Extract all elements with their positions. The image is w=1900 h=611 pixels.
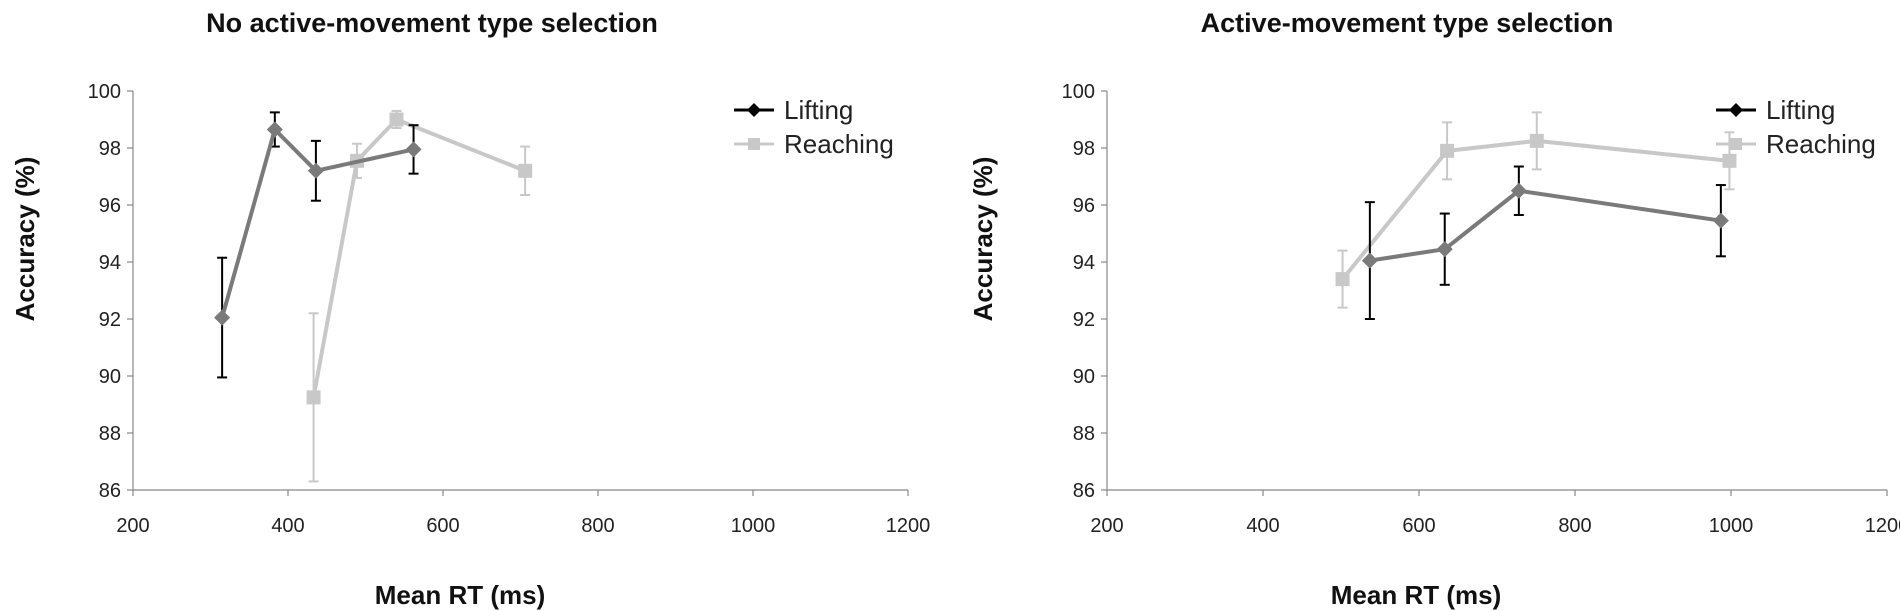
data-point-lifting: [405, 141, 422, 158]
series-line-reaching: [1341, 138, 1730, 281]
data-point-lifting: [1510, 182, 1527, 199]
chart-panel-left: No active-movement type selection Mean R…: [10, 8, 930, 610]
legend-item-reaching: Reaching: [1716, 129, 1876, 159]
data-point-reaching: [1335, 272, 1350, 287]
x-tick-label: 200: [1090, 515, 1123, 537]
axes: [127, 90, 909, 496]
data-point-reaching: [518, 163, 533, 178]
y-tick-label: 96: [99, 195, 121, 217]
data-point-reaching: [1440, 143, 1455, 158]
x-tick-label: 1000: [1709, 515, 1754, 537]
y-tick-labels: 86 88 90 92 94 96 98 100: [88, 81, 121, 502]
x-tick-label: 1000: [731, 515, 776, 537]
y-tick-label: 96: [1073, 195, 1095, 217]
legend-marker-diamond: [747, 103, 761, 117]
x-tick-label: 1200: [1865, 515, 1900, 537]
x-tick-label: 1200: [886, 515, 931, 537]
y-tick-label: 98: [99, 138, 121, 160]
axes: [1101, 90, 1888, 496]
x-tick-label: 600: [1402, 515, 1435, 537]
legend: Lifting Reaching: [734, 95, 894, 159]
plot-area: [214, 109, 533, 483]
y-tick-label: 88: [99, 423, 121, 445]
series-line-reaching: [311, 117, 526, 398]
y-axis-title: Accuracy (%): [968, 157, 998, 322]
data-point-lifting: [307, 162, 324, 179]
y-tick-label: 86: [1073, 480, 1095, 502]
x-tick-labels: 200 400 600 800 1000 1200: [1090, 515, 1900, 537]
data-point-lifting: [1436, 241, 1453, 258]
x-tick-label: 200: [116, 515, 149, 537]
x-tick-label: 400: [1246, 515, 1279, 537]
data-point-lifting: [266, 121, 283, 138]
legend-item-reaching: Reaching: [734, 129, 894, 159]
chart-title: No active-movement type selection: [206, 8, 658, 38]
y-tick-label: 94: [99, 252, 121, 274]
legend-label: Reaching: [784, 129, 894, 159]
data-point-lifting: [1361, 252, 1378, 269]
y-tick-label: 94: [1073, 252, 1095, 274]
chart-svg-left: No active-movement type selection Mean R…: [10, 8, 930, 610]
x-tick-label: 800: [1558, 515, 1591, 537]
y-tick-label: 92: [1073, 309, 1095, 331]
y-tick-label: 100: [1062, 81, 1095, 103]
legend-label: Lifting: [784, 95, 853, 125]
legend-item-lifting: Lifting: [734, 95, 853, 125]
x-tick-label: 600: [426, 515, 459, 537]
data-point-reaching: [389, 112, 404, 127]
data-point-reaching: [306, 390, 321, 405]
series-reaching: [1335, 111, 1737, 309]
series-line-lifting: [220, 127, 414, 319]
y-tick-label: 98: [1073, 138, 1095, 160]
y-tick-label: 88: [1073, 423, 1095, 445]
legend-label: Reaching: [1766, 129, 1876, 159]
data-point-reaching: [1529, 133, 1544, 148]
chart-svg-right: Active-movement type selection Mean RT (…: [968, 8, 1900, 610]
x-tick-label: 400: [271, 515, 304, 537]
plot-area: [1335, 111, 1737, 320]
series-line-lifting: [1369, 188, 1722, 263]
legend: Lifting Reaching: [1716, 95, 1876, 159]
legend-label: Lifting: [1766, 95, 1835, 125]
legend-marker-square: [748, 138, 760, 150]
series-lifting: [214, 111, 422, 379]
x-tick-labels: 200 400 600 800 1000 1200: [116, 515, 930, 537]
data-point-lifting: [214, 309, 231, 326]
x-tick-label: 800: [581, 515, 614, 537]
legend-marker-square: [1730, 138, 1742, 150]
y-tick-labels: 86 88 90 92 94 96 98 100: [1062, 81, 1095, 502]
y-tick-label: 90: [1073, 366, 1095, 388]
x-axis-title: Mean RT (ms): [1331, 580, 1501, 610]
series-reaching: [306, 109, 533, 483]
data-point-reaching: [1722, 153, 1737, 168]
y-tick-label: 90: [99, 366, 121, 388]
legend-marker-diamond: [1729, 103, 1743, 117]
legend-item-lifting: Lifting: [1716, 95, 1835, 125]
y-tick-label: 86: [99, 480, 121, 502]
data-point-lifting: [1712, 212, 1729, 229]
x-axis-title: Mean RT (ms): [375, 580, 545, 610]
chart-panel-right: Active-movement type selection Mean RT (…: [950, 0, 1900, 611]
y-axis-title: Accuracy (%): [10, 157, 40, 322]
y-tick-label: 92: [99, 309, 121, 331]
y-tick-label: 100: [88, 81, 121, 103]
series-lifting: [1361, 165, 1729, 320]
chart-title: Active-movement type selection: [1201, 8, 1614, 38]
